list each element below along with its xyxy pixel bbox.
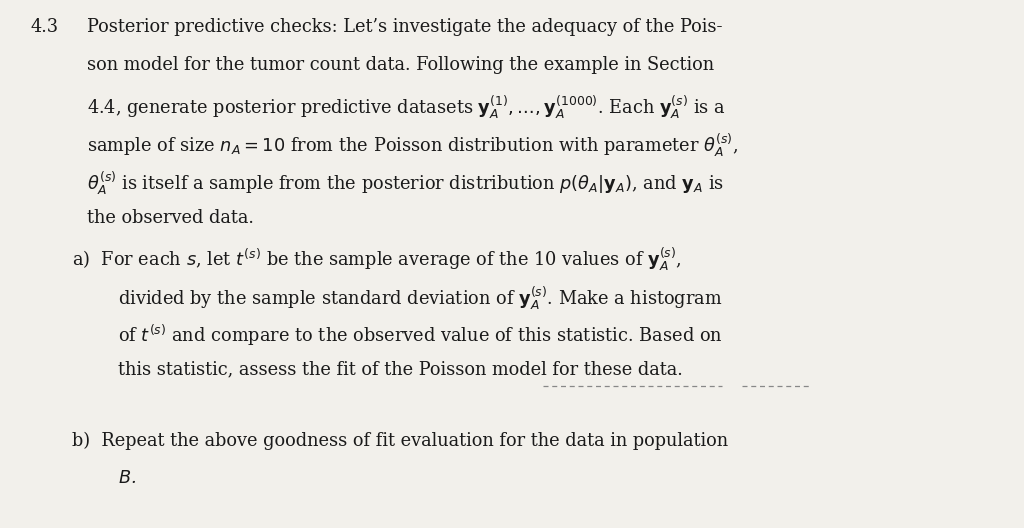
Text: 4.3: 4.3 (31, 18, 58, 36)
Text: son model for the tumor count data. Following the example in Section: son model for the tumor count data. Foll… (87, 56, 714, 74)
Text: divided by the sample standard deviation of $\mathbf{y}_A^{(s)}$. Make a histogr: divided by the sample standard deviation… (118, 285, 722, 312)
Text: $B$.: $B$. (118, 469, 136, 487)
Text: b)  Repeat the above goodness of fit evaluation for the data in population: b) Repeat the above goodness of fit eval… (72, 431, 728, 450)
Text: 4.4, generate posterior predictive datasets $\mathbf{y}_A^{(1)},\ldots,\mathbf{y: 4.4, generate posterior predictive datas… (87, 95, 726, 121)
Text: Posterior predictive checks: Let’s investigate the adequacy of the Pois-: Posterior predictive checks: Let’s inves… (87, 18, 723, 36)
Text: $\theta_A^{(s)}$ is itself a sample from the posterior distribution $p(\theta_A|: $\theta_A^{(s)}$ is itself a sample from… (87, 171, 724, 197)
Text: the observed data.: the observed data. (87, 209, 254, 227)
Text: this statistic, assess the fit of the Poisson model for these data.: this statistic, assess the fit of the Po… (118, 361, 683, 379)
Text: a)  For each $s$, let $t^{(s)}$ be the sample average of the 10 values of $\math: a) For each $s$, let $t^{(s)}$ be the sa… (72, 247, 681, 274)
Text: of $t^{(s)}$ and compare to the observed value of this statistic. Based on: of $t^{(s)}$ and compare to the observed… (118, 323, 723, 348)
Text: sample of size $n_A = 10$ from the Poisson distribution with parameter $\theta_A: sample of size $n_A = 10$ from the Poiss… (87, 133, 738, 159)
